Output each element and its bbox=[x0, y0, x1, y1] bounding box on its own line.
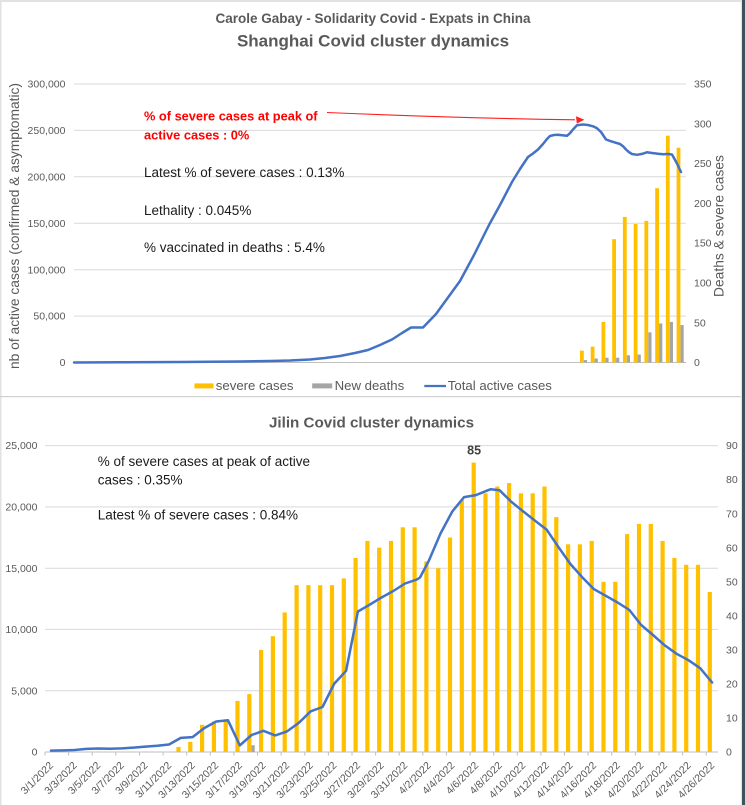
svg-text:0: 0 bbox=[726, 747, 732, 759]
svg-text:Lethality : 0.045%: Lethality : 0.045% bbox=[144, 203, 251, 218]
svg-text:Carole Gabay - Solidarity Covi: Carole Gabay - Solidarity Covid - Expats… bbox=[215, 11, 531, 26]
svg-text:300: 300 bbox=[694, 118, 712, 130]
svg-text:Latest % of severe cases : 0.8: Latest % of severe cases : 0.84% bbox=[98, 508, 298, 523]
svg-text:New deaths: New deaths bbox=[335, 378, 405, 393]
svg-text:% of severe cases at peak of: % of severe cases at peak of bbox=[144, 109, 318, 124]
svg-text:50: 50 bbox=[694, 317, 706, 329]
svg-text:200,000: 200,000 bbox=[28, 171, 66, 183]
svg-text:70: 70 bbox=[726, 508, 738, 520]
svg-text:10: 10 bbox=[726, 713, 738, 725]
svg-text:Jilin Covid cluster dynamics: Jilin Covid cluster dynamics bbox=[269, 415, 474, 432]
svg-text:250,000: 250,000 bbox=[28, 125, 66, 137]
svg-text:200: 200 bbox=[694, 198, 712, 210]
svg-text:nb of active cases (confirmed: nb of active cases (confirmed & asymptom… bbox=[7, 83, 22, 369]
svg-text:30: 30 bbox=[726, 645, 738, 657]
svg-text:85: 85 bbox=[467, 444, 481, 458]
svg-text:250: 250 bbox=[694, 158, 712, 170]
svg-text:0: 0 bbox=[60, 357, 66, 369]
svg-text:0: 0 bbox=[694, 357, 700, 369]
svg-text:25,000: 25,000 bbox=[5, 440, 37, 452]
svg-text:80: 80 bbox=[726, 474, 738, 486]
svg-text:20: 20 bbox=[726, 679, 738, 691]
svg-text:active cases : 0%: active cases : 0% bbox=[144, 127, 250, 142]
svg-text:Shanghai Covid cluster dynamic: Shanghai Covid cluster dynamics bbox=[237, 32, 509, 51]
svg-text:90: 90 bbox=[726, 440, 738, 452]
svg-text:100,000: 100,000 bbox=[28, 264, 66, 276]
svg-text:5,000: 5,000 bbox=[11, 685, 37, 697]
svg-text:20,000: 20,000 bbox=[5, 502, 37, 514]
svg-text:300,000: 300,000 bbox=[28, 79, 66, 91]
svg-text:40: 40 bbox=[726, 610, 738, 622]
svg-text:Latest % of severe cases : 0.1: Latest % of severe cases : 0.13% bbox=[144, 165, 344, 180]
svg-text:50: 50 bbox=[726, 576, 738, 588]
svg-text:cases : 0.35%: cases : 0.35% bbox=[98, 472, 183, 487]
svg-text:0: 0 bbox=[32, 747, 38, 759]
svg-text:Total active cases: Total active cases bbox=[448, 378, 552, 393]
svg-text:Deaths & severe cases: Deaths & severe cases bbox=[712, 155, 727, 297]
svg-text:350: 350 bbox=[694, 79, 712, 91]
svg-text:150: 150 bbox=[694, 238, 712, 250]
svg-text:severe cases: severe cases bbox=[216, 378, 294, 393]
svg-text:15,000: 15,000 bbox=[5, 563, 37, 575]
svg-text:150,000: 150,000 bbox=[28, 218, 66, 230]
svg-text:60: 60 bbox=[726, 542, 738, 554]
svg-text:100: 100 bbox=[694, 278, 712, 290]
svg-text:50,000: 50,000 bbox=[33, 311, 65, 323]
svg-text:10,000: 10,000 bbox=[5, 624, 37, 636]
svg-text:% vaccinated in deaths : 5.4%: % vaccinated in deaths : 5.4% bbox=[144, 240, 325, 255]
svg-text:% of severe cases at peak of a: % of severe cases at peak of active bbox=[98, 454, 310, 469]
